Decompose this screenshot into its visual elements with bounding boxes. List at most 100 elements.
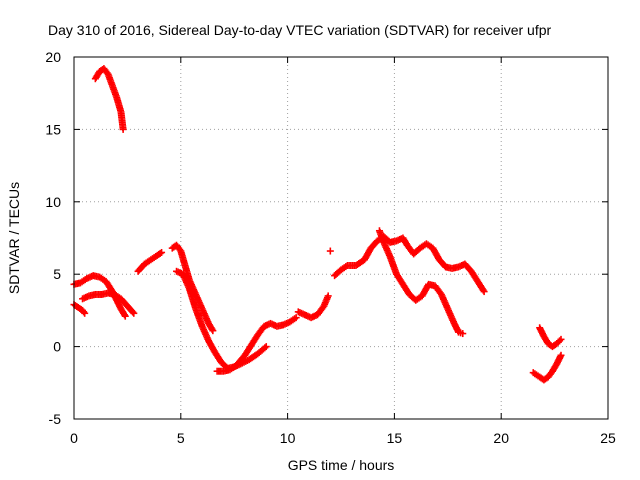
data-point [397, 277, 405, 285]
series-track-4 [79, 289, 138, 317]
data-point [94, 70, 102, 78]
data-point [191, 303, 199, 311]
data-point [258, 325, 266, 333]
data-point [465, 265, 473, 273]
y-tick-label: 0 [53, 339, 61, 355]
data-point [81, 309, 89, 317]
x-tick-label: 10 [280, 430, 296, 446]
data-point [112, 92, 120, 100]
data-point [323, 294, 331, 302]
data-point [71, 302, 79, 310]
data-point [120, 309, 128, 317]
series-track-9 [294, 292, 332, 322]
data-point [404, 288, 412, 296]
data-point [224, 366, 232, 374]
y-axis-label: SDTVAR / TECUs [6, 182, 22, 294]
x-tick-label: 15 [387, 430, 403, 446]
data-point [318, 305, 326, 313]
series-track-13 [536, 324, 565, 351]
data-point [358, 258, 366, 266]
data-point [472, 275, 480, 283]
data-point [556, 353, 564, 361]
data-point [80, 308, 88, 316]
data-point [391, 237, 399, 245]
data-point [156, 249, 164, 257]
x-tick-label: 0 [70, 430, 78, 446]
data-point [402, 238, 410, 246]
data-point [102, 67, 110, 75]
series-track-1 [91, 65, 127, 133]
data-point [76, 304, 84, 312]
data-point [175, 244, 183, 252]
data-point [185, 283, 193, 291]
data-point [198, 321, 206, 329]
data-point [155, 250, 163, 258]
x-tick-label: 25 [600, 430, 616, 446]
data-point [457, 329, 465, 337]
data-point [291, 315, 299, 323]
y-tick-label: 5 [53, 266, 61, 282]
data-point [443, 303, 451, 311]
data-point [207, 324, 215, 332]
data-point [478, 285, 486, 293]
data-point [365, 247, 373, 255]
data-point [546, 370, 554, 378]
data-point [119, 124, 127, 132]
series-track-14 [529, 351, 565, 384]
data-point [435, 288, 443, 296]
data-point [181, 260, 189, 268]
data-point [554, 338, 562, 346]
data-point [434, 253, 442, 261]
series-track-8 [213, 314, 300, 375]
data-point [385, 251, 393, 259]
data-point [83, 293, 91, 301]
data-point [216, 356, 224, 364]
series-track-11 [331, 233, 488, 296]
x-tick-label: 5 [177, 430, 185, 446]
series-track-12 [375, 227, 467, 338]
data-point [556, 337, 564, 345]
data-point [278, 321, 286, 329]
y-tick-label: 15 [45, 121, 61, 137]
data-point [550, 342, 558, 350]
data-point [209, 345, 217, 353]
data-point [541, 375, 549, 383]
chart-title: Day 310 of 2016, Sidereal Day-to-day VTE… [48, 22, 552, 38]
data-point [413, 246, 421, 254]
data-point [252, 334, 260, 342]
data-point [94, 273, 102, 281]
data-point [239, 354, 247, 362]
data-point [479, 286, 487, 294]
data-point [453, 263, 461, 271]
data-point [261, 344, 269, 352]
data-point [128, 307, 136, 315]
data-point [551, 363, 559, 371]
data-point [379, 237, 387, 245]
data-point [197, 303, 205, 311]
data-point [251, 352, 259, 360]
plot-frame [73, 56, 609, 420]
data-point [129, 308, 137, 316]
series-track-5 [134, 248, 166, 275]
data-point [334, 268, 342, 276]
data-point [138, 262, 146, 270]
y-tick-label: -5 [49, 411, 62, 427]
data-point [342, 263, 350, 271]
data-point [208, 325, 216, 333]
data-point [75, 279, 83, 287]
x-axis-label: GPS time / hours [288, 457, 395, 473]
data-point [109, 290, 117, 298]
data-point [326, 247, 334, 255]
grid [74, 57, 608, 419]
y-tick-label: 10 [45, 194, 61, 210]
x-tick-label: 20 [493, 430, 509, 446]
data-point [542, 337, 550, 345]
data-point [440, 261, 448, 269]
data-point [299, 310, 307, 318]
data-point [108, 80, 116, 88]
data-point [259, 345, 267, 353]
data-point [371, 239, 379, 247]
data-point [245, 344, 253, 352]
